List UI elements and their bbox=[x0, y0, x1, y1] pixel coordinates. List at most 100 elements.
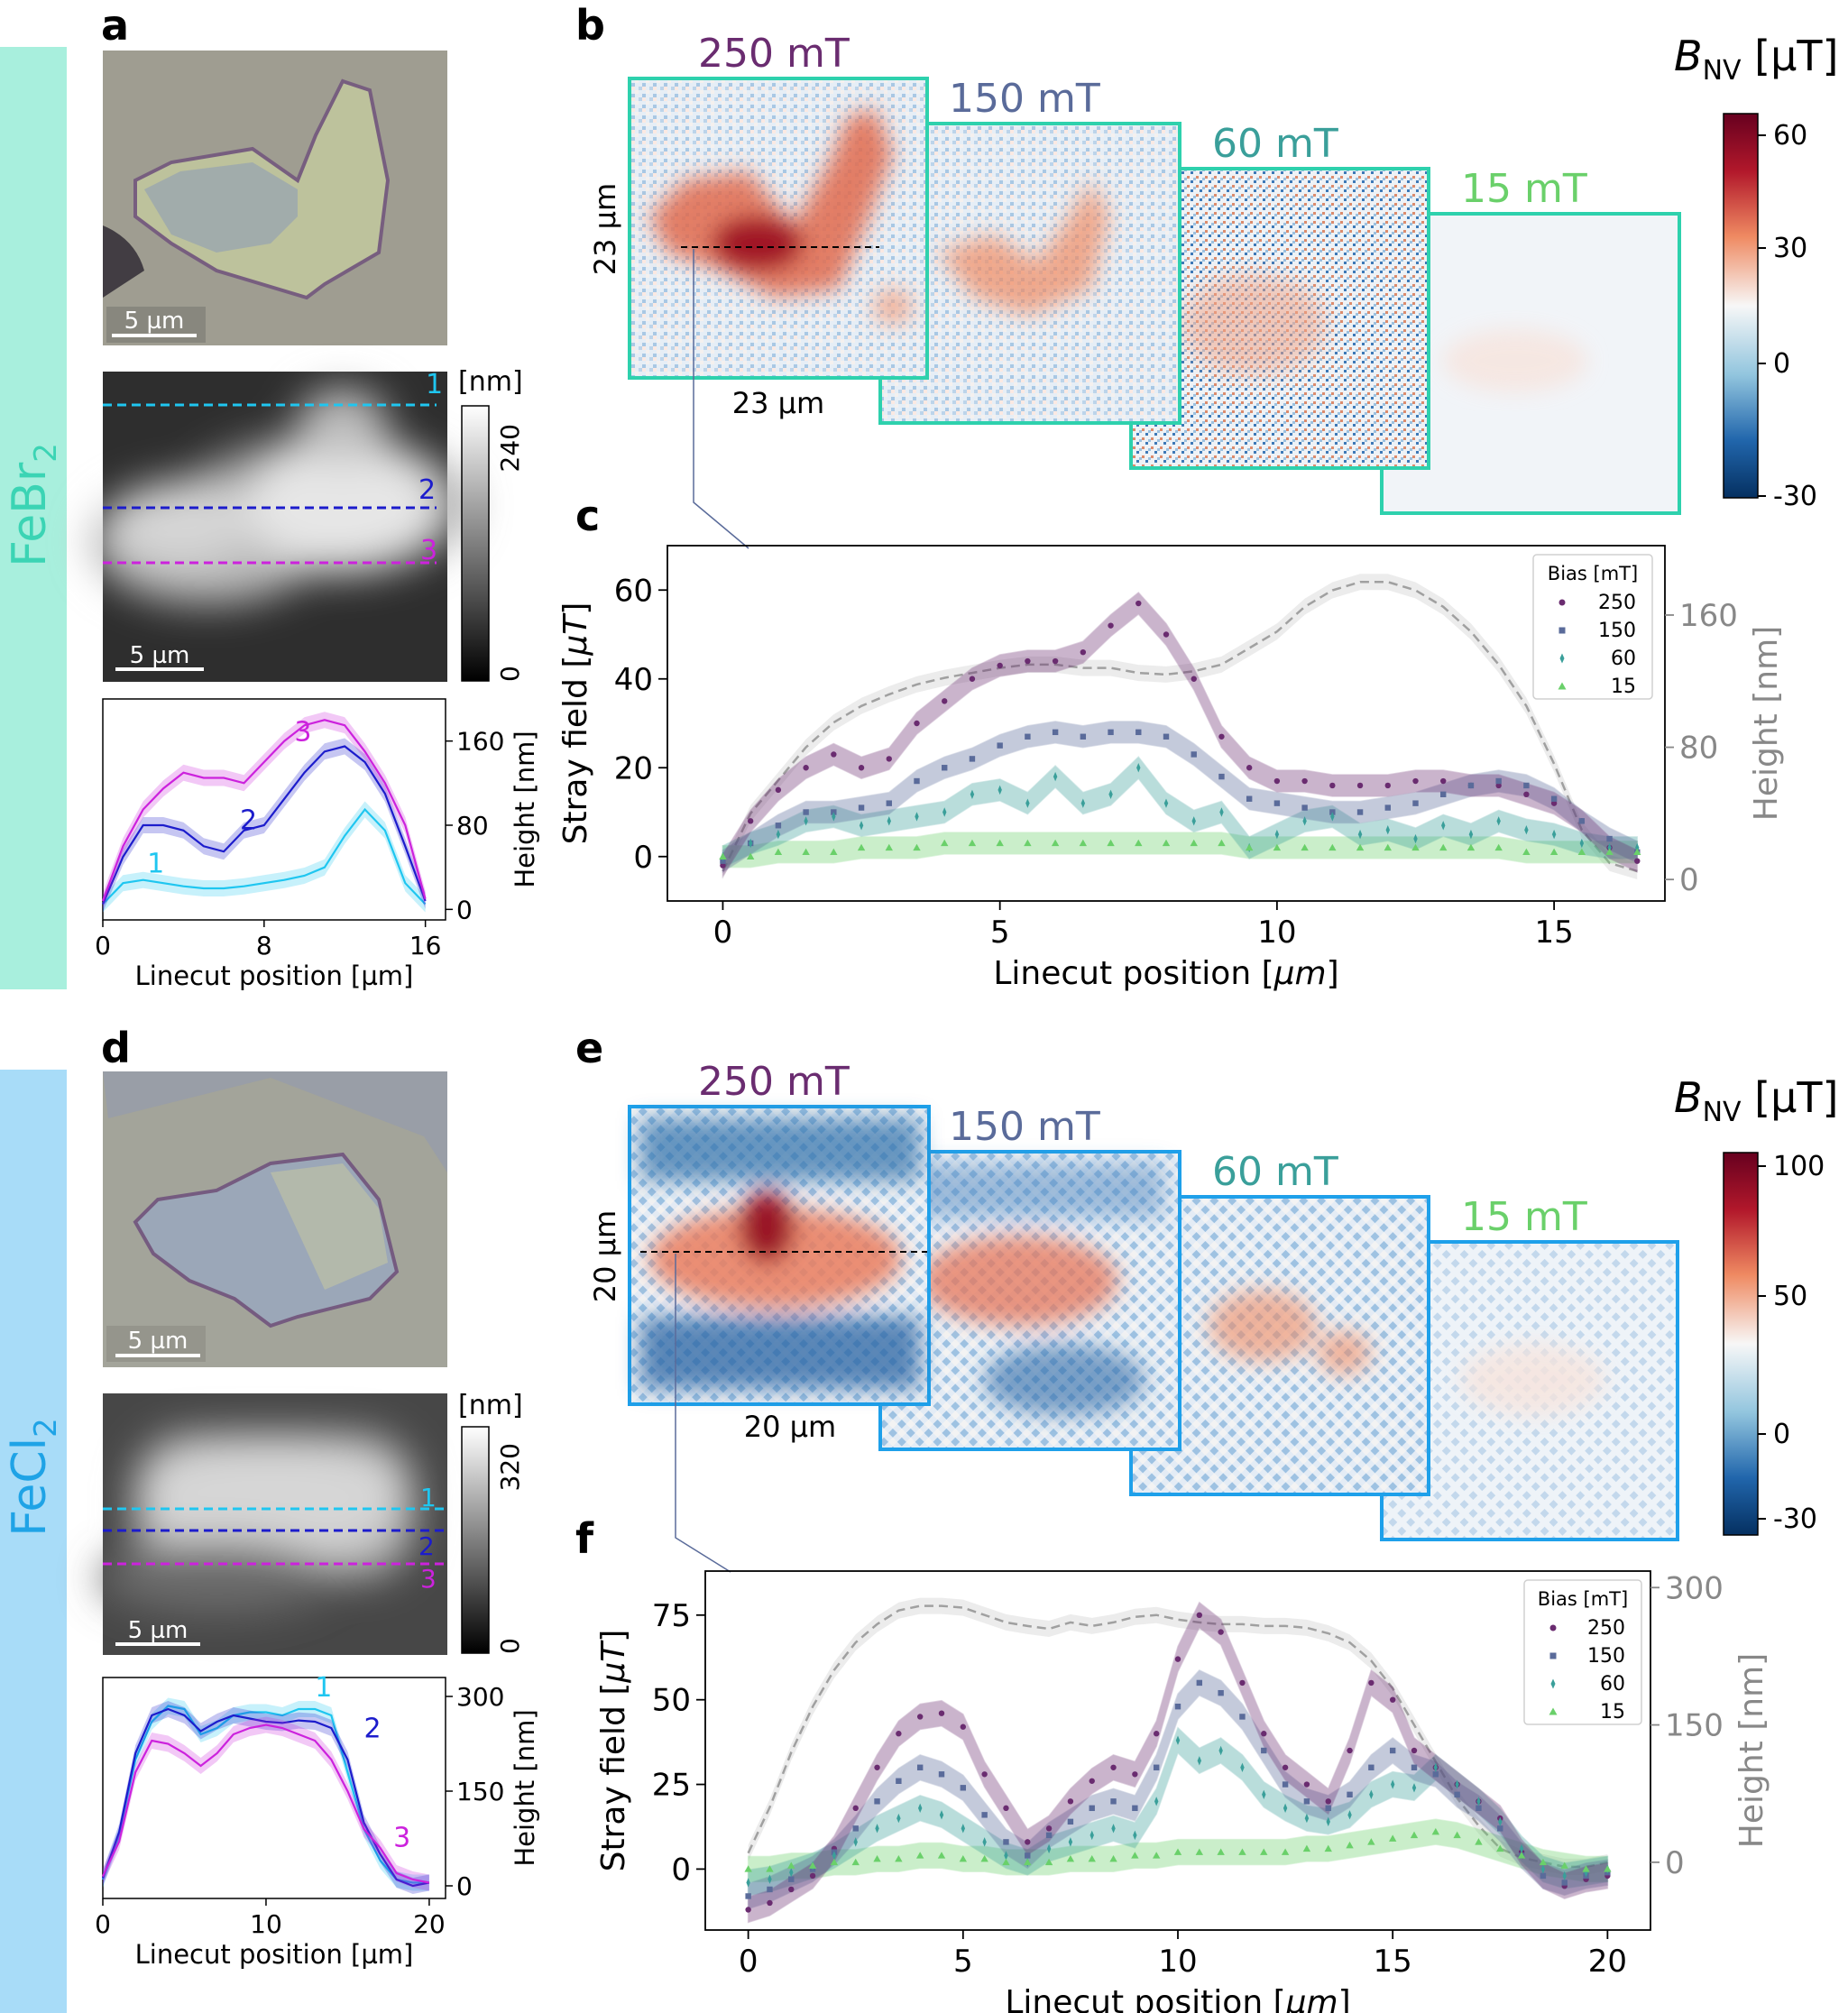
y-axis-label: Height [nm] bbox=[510, 731, 540, 887]
data-point bbox=[1190, 839, 1198, 847]
data-point bbox=[1304, 1813, 1310, 1824]
data-point bbox=[1330, 812, 1335, 822]
data-point bbox=[1067, 1818, 1074, 1825]
data-point bbox=[1578, 818, 1586, 824]
data-point bbox=[746, 1878, 750, 1888]
data-point bbox=[1384, 804, 1391, 811]
legend-label-15: 15 bbox=[1611, 676, 1636, 698]
data-point bbox=[1550, 795, 1558, 802]
data-point bbox=[1368, 1764, 1375, 1770]
afm-line-label-2: 2 bbox=[418, 1531, 435, 1561]
data-point bbox=[1025, 1839, 1031, 1845]
data-point bbox=[1439, 843, 1448, 851]
panel-label-a: a bbox=[101, 1, 129, 50]
data-point bbox=[1066, 1854, 1075, 1862]
data-point bbox=[1356, 809, 1364, 815]
afm-line-label-1: 1 bbox=[426, 369, 443, 400]
y2-tick-label: 160 bbox=[1679, 598, 1738, 634]
data-point bbox=[1153, 1731, 1160, 1737]
data-point bbox=[1329, 782, 1336, 789]
afm-cbar-min: 0 bbox=[495, 1638, 525, 1654]
data-point bbox=[1475, 1838, 1483, 1845]
map-field-label: 150 mT bbox=[949, 1104, 1100, 1150]
data-point bbox=[939, 1810, 944, 1820]
data-point bbox=[1302, 816, 1307, 826]
data-point bbox=[938, 1710, 945, 1716]
data-point bbox=[748, 838, 753, 849]
data-point bbox=[832, 812, 836, 822]
data-point bbox=[719, 852, 727, 859]
height-series-label-1: 1 bbox=[315, 1672, 332, 1704]
data-point bbox=[1052, 657, 1059, 665]
afm-line-label-1: 1 bbox=[420, 1483, 437, 1512]
data-point bbox=[1607, 842, 1612, 853]
data-point bbox=[858, 804, 865, 811]
height-series-label-3: 3 bbox=[393, 1823, 410, 1854]
data-point bbox=[852, 1805, 859, 1812]
data-point bbox=[1068, 1837, 1073, 1847]
height-band-2 bbox=[103, 1701, 429, 1894]
legend-marker-250 bbox=[1558, 599, 1566, 606]
data-point bbox=[1634, 858, 1641, 864]
data-point bbox=[1080, 733, 1087, 740]
data-point bbox=[1191, 751, 1197, 758]
x-axis-unit: µm bbox=[1285, 1984, 1338, 2013]
data-point bbox=[853, 1837, 858, 1847]
bnv-colorbar-fecl2: BNV [µT] 100 50 0 -30 bbox=[1674, 1073, 1838, 1536]
map-size-horizontal: 20 µm bbox=[744, 1410, 836, 1444]
data-point bbox=[1384, 843, 1392, 851]
data-point bbox=[1025, 1852, 1031, 1859]
y-tick-label: 40 bbox=[614, 662, 653, 698]
data-point bbox=[1411, 843, 1420, 851]
height-band-1 bbox=[103, 801, 426, 913]
data-point bbox=[1498, 1816, 1503, 1827]
data-point bbox=[775, 823, 782, 829]
x-tick-label: 0 bbox=[95, 1909, 111, 1939]
data-point bbox=[1390, 1779, 1395, 1789]
data-point bbox=[1273, 800, 1281, 806]
legend-label-150: 150 bbox=[1598, 620, 1636, 642]
data-point bbox=[1108, 789, 1113, 799]
data-point bbox=[1385, 825, 1390, 835]
material-band-febr2 bbox=[0, 47, 67, 989]
data-point bbox=[767, 1886, 773, 1893]
data-point bbox=[1325, 1805, 1331, 1812]
data-point bbox=[745, 1907, 751, 1913]
data-point bbox=[1495, 777, 1502, 785]
data-point bbox=[1282, 1764, 1289, 1770]
data-point bbox=[851, 1858, 860, 1866]
map-field-label: 60 mT bbox=[1212, 1149, 1338, 1195]
data-point bbox=[1191, 816, 1196, 826]
data-point bbox=[1173, 1848, 1182, 1855]
data-point bbox=[1107, 839, 1115, 847]
bnv-cbar-tick: 60 bbox=[1773, 120, 1807, 152]
data-point bbox=[1561, 1880, 1568, 1886]
panel-label-f: f bbox=[575, 1514, 594, 1563]
data-point bbox=[1497, 1825, 1503, 1832]
data-point bbox=[857, 843, 866, 851]
data-point bbox=[1356, 843, 1365, 851]
x-axis-label: Linecut position [µm] bbox=[1005, 1984, 1350, 2013]
data-point bbox=[1174, 1656, 1181, 1662]
data-point bbox=[1550, 800, 1558, 806]
data-point bbox=[969, 756, 976, 762]
data-point bbox=[720, 862, 726, 869]
data-point bbox=[1045, 1825, 1053, 1832]
data-point bbox=[1476, 1797, 1481, 1806]
data-point bbox=[1132, 1771, 1138, 1778]
stray-field-chart-fecl2: 0 5 10 15 20 0 25 50 75 0 150 300 Linecut position [… bbox=[595, 1570, 1770, 2013]
afm-colorbar-febr2: [nm] 240 0 bbox=[458, 366, 525, 682]
data-point bbox=[1135, 729, 1142, 736]
data-point bbox=[1135, 600, 1142, 607]
data-point bbox=[1089, 1830, 1094, 1841]
data-point bbox=[960, 1785, 967, 1791]
data-point bbox=[941, 839, 949, 847]
data-point bbox=[1523, 782, 1530, 789]
data-point bbox=[1347, 1791, 1353, 1798]
data-point bbox=[914, 777, 920, 785]
data-point bbox=[1412, 800, 1419, 806]
afm-colorbar-fecl2: [nm] 320 0 bbox=[458, 1390, 525, 1654]
data-point bbox=[1282, 1781, 1289, 1788]
scale-bar-text: 5 µm bbox=[128, 1617, 188, 1644]
data-point bbox=[858, 765, 865, 771]
